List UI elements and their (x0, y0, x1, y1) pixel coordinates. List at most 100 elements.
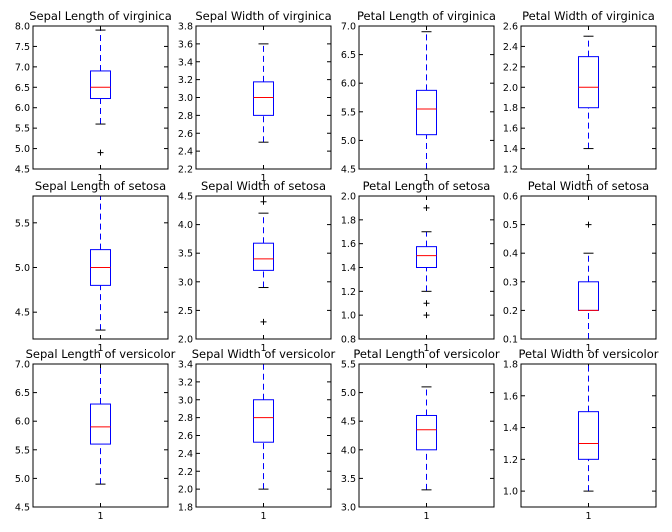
y-tick-label: 2.5 (178, 306, 193, 317)
subplot-title: Petal Length of versicolor (353, 347, 499, 361)
y-tick-label: 5.5 (15, 218, 30, 229)
y-tick-label: 2.0 (503, 83, 518, 94)
subplot-2: 4.5 5.0 5.5 6.0 6.5 7.0 1 Petal Length of virgi… (341, 9, 496, 184)
y-tick-label: 2.6 (178, 129, 193, 140)
axes-frame (358, 363, 495, 508)
y-tick-label: 1.0 (503, 487, 518, 498)
subplot-title: Sepal Width of setosa (201, 179, 326, 193)
axes-frame (195, 195, 332, 340)
x-tick-label: 1 (585, 343, 591, 354)
y-tick-label: 1.8 (341, 215, 356, 226)
y-tick-label: 2.2 (178, 467, 193, 478)
y-tick-label: 4.5 (341, 417, 356, 428)
x-tick-label: 1 (585, 511, 591, 522)
y-tick-label: 5.5 (15, 445, 30, 456)
y-tick-label: 2.8 (178, 111, 193, 122)
y-tick-label: 4.5 (15, 503, 30, 514)
axes-frame (195, 25, 332, 170)
iqr-box (90, 70, 111, 100)
axes-frame (32, 363, 169, 508)
subplot-title: Petal Length of setosa (363, 179, 491, 193)
y-tick-label: 5.0 (15, 474, 30, 485)
y-tick-label: 5.5 (341, 107, 356, 118)
y-tick-label: 5.0 (15, 263, 30, 274)
subplot-title: Petal Width of setosa (528, 179, 649, 193)
y-tick-label: 2.4 (503, 42, 518, 53)
subplot-11: 1.0 1.2 1.4 1.6 1.8 1 Petal Width of versicolo… (503, 347, 659, 522)
axes-frame (520, 195, 657, 340)
y-tick-label: 0.4 (503, 249, 518, 260)
y-tick-label: 0.3 (503, 277, 518, 288)
axes-frame (32, 195, 169, 340)
y-tick-label: 1.4 (503, 423, 518, 434)
y-tick-label: 1.6 (341, 239, 356, 250)
y-tick-label: 3.5 (341, 474, 356, 485)
subplot-1: 2.2 2.4 2.6 2.8 3.0 3.2 3.4 3.6 3.8 1 Sepal Width … (178, 9, 332, 184)
iqr-box (578, 56, 599, 109)
y-tick-label: 2.8 (178, 413, 193, 424)
y-tick-label: 4.5 (15, 165, 30, 176)
y-tick-label: 3.5 (178, 249, 193, 260)
y-tick-label: 2.4 (178, 147, 193, 158)
y-tick-label: 2.4 (178, 449, 193, 460)
subplot-3: 1.2 1.4 1.6 1.8 2.0 2.2 2.4 2.6 1 Petal Width of … (503, 9, 657, 184)
y-tick-label: 3.4 (178, 360, 193, 371)
y-tick-label: 3.0 (178, 93, 193, 104)
subplot-9: 1.8 2.0 2.2 2.4 2.6 2.8 3.0 3.2 3.4 1 Sepal Width … (178, 347, 336, 522)
y-tick-label: 1.2 (341, 287, 356, 298)
y-tick-label: 6.5 (15, 388, 30, 399)
x-tick-label: 1 (585, 173, 591, 184)
y-tick-label: 1.6 (503, 124, 518, 135)
x-tick-label: 1 (423, 511, 429, 522)
subplot-title: Sepal Width of versicolor (192, 347, 336, 361)
y-tick-label: 6.5 (15, 83, 30, 94)
iqr-box (578, 411, 599, 460)
y-tick-label: 5.0 (15, 144, 30, 155)
y-tick-label: 1.0 (341, 311, 356, 322)
y-tick-label: 1.8 (503, 360, 518, 371)
y-tick-label: 7.5 (15, 42, 30, 53)
subplot-4: 4.5 5.0 5.5 1 Sepal Length of setosa (15, 179, 169, 354)
subplot-10: 3.0 3.5 4.0 4.5 5.0 5.5 1 Petal Length of versi… (341, 347, 500, 522)
y-tick-label: 4.5 (178, 192, 193, 203)
y-tick-label: 6.0 (15, 417, 30, 428)
axes-frame (358, 25, 495, 170)
y-tick-label: 5.0 (341, 388, 356, 399)
y-tick-label: 3.6 (178, 39, 193, 50)
axes-frame (520, 25, 657, 170)
iqr-box (416, 414, 437, 451)
y-tick-label: 5.5 (15, 124, 30, 135)
y-tick-label: 7.0 (341, 22, 356, 33)
subplot-title: Petal Length of virginica (357, 9, 496, 23)
y-tick-label: 3.2 (178, 75, 193, 86)
y-tick-label: 2.0 (341, 192, 356, 203)
x-tick-label: 1 (97, 173, 103, 184)
y-tick-label: 1.2 (503, 165, 518, 176)
y-tick-label: 2.6 (178, 431, 193, 442)
subplot-title: Petal Width of versicolor (519, 347, 659, 361)
axes-frame (195, 363, 332, 508)
x-tick-label: 1 (423, 173, 429, 184)
x-tick-label: 1 (423, 343, 429, 354)
iqr-box (90, 403, 111, 445)
axes-frame (358, 195, 495, 340)
y-tick-label: 1.6 (503, 391, 518, 402)
y-tick-label: 2.0 (178, 335, 193, 346)
y-tick-label: 6.5 (341, 50, 356, 61)
subplot-title: Sepal Width of virginica (195, 9, 331, 23)
y-tick-label: 3.0 (341, 503, 356, 514)
flier-point (423, 312, 430, 319)
y-tick-label: 3.0 (178, 395, 193, 406)
y-tick-label: 2.0 (178, 485, 193, 496)
iqr-box (416, 246, 437, 268)
y-tick-label: 0.1 (503, 335, 518, 346)
subplot-7: 0.1 0.2 0.3 0.4 0.5 0.6 1 Petal Width of setosa (503, 179, 657, 354)
y-tick-label: 1.2 (503, 455, 518, 466)
subplot-6: 0.8 1.0 1.2 1.4 1.6 1.8 2.0 1 Petal Length of se… (341, 179, 495, 354)
flier-point (423, 300, 430, 307)
subplot-title: Sepal Length of virginica (29, 9, 172, 23)
axes-frame (32, 25, 169, 170)
y-tick-label: 3.0 (178, 277, 193, 288)
y-tick-label: 5.0 (341, 136, 356, 147)
x-tick-label: 1 (260, 511, 266, 522)
